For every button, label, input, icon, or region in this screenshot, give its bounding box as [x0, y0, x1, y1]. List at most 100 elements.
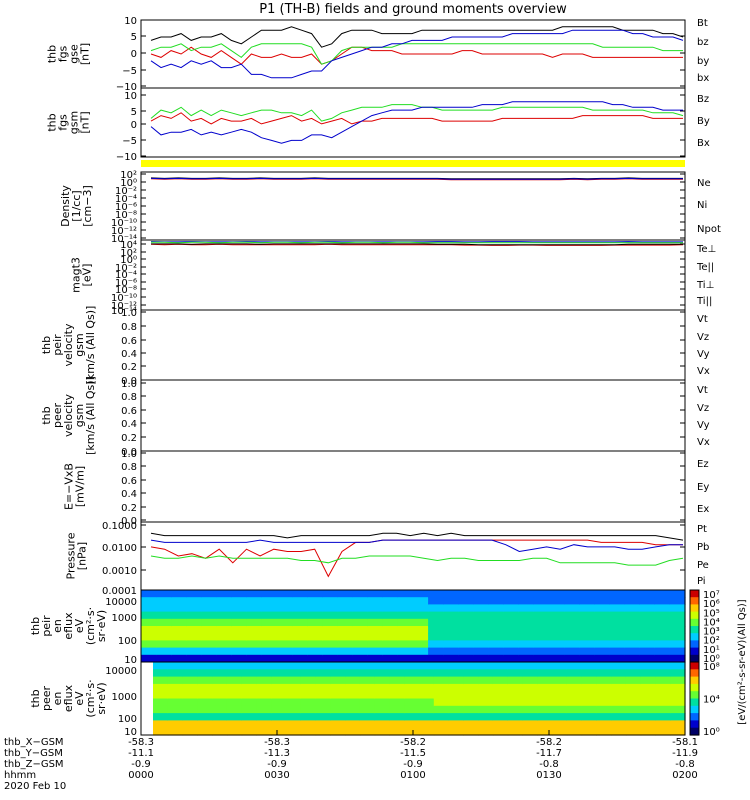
heatmap-cell: [522, 698, 538, 707]
heatmap-cell: [564, 640, 580, 649]
heatmap-cell: [611, 662, 627, 670]
heatmap-cell: [522, 713, 538, 721]
heatmap-cell: [655, 705, 671, 714]
ylabel-line: thb: [46, 45, 59, 63]
heatmap-cell: [579, 633, 595, 641]
plot-title: P1 (TH-B) fields and ground moments over…: [259, 2, 567, 17]
heatmap-cell: [182, 698, 198, 707]
heatmap-cell: [566, 683, 583, 692]
heatmap-cell: [197, 683, 213, 692]
heatmap-cell: [488, 626, 505, 634]
heatmap-cell: [413, 590, 429, 598]
panel-efield: E=−VxB[mV/m] 1.0 0.8 0.6 0.4 0.2 0.0 Ez Ey Ex: [63, 449, 710, 527]
ylabel-line: peer: [40, 686, 53, 712]
heatmap-cell: [458, 633, 474, 641]
ytick-label: 10: [124, 91, 137, 102]
heatmap-cell: [315, 698, 331, 707]
heatmap-cell: [182, 705, 198, 714]
heatmap-cell: [153, 727, 169, 736]
heatmap-cell: [307, 654, 323, 663]
heatmap-cell: [271, 713, 287, 721]
heatmap-cell: [231, 626, 248, 634]
heatmap-cell: [448, 727, 464, 736]
heatmap-cell: [581, 713, 597, 721]
heatmap-cell: [201, 633, 218, 641]
heatmap-cell: [624, 590, 641, 598]
heatmap-cell: [413, 654, 429, 663]
heatmap-cell: [182, 691, 198, 700]
heatmap-cell: [669, 626, 686, 634]
heatmap-cell: [533, 611, 550, 620]
heatmap-cell: [564, 618, 580, 627]
heatmap-cell: [579, 611, 595, 620]
heatmap-cell: [581, 720, 597, 729]
heatmap-cell: [153, 713, 169, 721]
ytick-label: 10⁻⁶: [115, 202, 137, 213]
legend-Ey: Ey: [697, 482, 709, 493]
heatmap-cell: [322, 618, 338, 627]
heatmap-cell: [246, 618, 263, 627]
colorbar-frame: [689, 661, 700, 736]
heatmap-cell: [216, 611, 233, 620]
heatmap-cell: [286, 720, 302, 729]
heatmap-cell: [374, 698, 391, 707]
ytick-label: 10000: [105, 597, 137, 608]
heatmap-cell: [197, 669, 213, 678]
legend-Te⊥: Te⊥: [696, 244, 716, 255]
heatmap-cell: [226, 683, 243, 692]
xtick-label: -11.5: [400, 748, 426, 759]
heatmap-cell: [197, 676, 213, 685]
heatmap-cell: [655, 720, 671, 729]
heatmap-cell: [413, 611, 429, 620]
heatmap-cell: [300, 727, 317, 736]
heatmap-cell: [488, 654, 505, 663]
heatmap-cell: [670, 669, 686, 678]
ytick-label: 10⁻⁸: [115, 210, 137, 221]
series-Bx: [150, 101, 683, 144]
heatmap-cell: [609, 618, 626, 627]
heatmap-cell: [231, 618, 248, 627]
heatmap-cell: [655, 698, 671, 707]
heatmap-cell: [448, 683, 464, 692]
heatmap-cell: [463, 713, 479, 721]
heatmap-cell: [261, 611, 278, 620]
ytick-label: 0.0001: [102, 586, 137, 597]
heatmap-cell: [433, 691, 450, 700]
heatmap-cell: [286, 662, 302, 670]
heatmap-cell: [389, 691, 405, 700]
heatmap-cell: [292, 590, 308, 598]
heatmap-cell: [518, 618, 535, 627]
ytick-label: 5: [131, 32, 137, 43]
heatmap-cell: [330, 705, 346, 714]
heatmap-cell: [315, 705, 331, 714]
heatmap-cell: [277, 590, 293, 598]
ylabel-peer_velocity: thbpeervelocitygsm[km/s (All Qs)]: [40, 376, 97, 455]
heatmap-cell: [478, 683, 494, 692]
heatmap-cell: [433, 713, 450, 721]
heatmap-cell: [537, 683, 553, 692]
ylabel-line: (cm²·s·: [84, 679, 97, 717]
colorbar-tick: 10⁷: [703, 590, 720, 601]
ylabel-peir_velocity: thbpeirvelocitygsm[km/s (All Qs)]: [40, 306, 97, 385]
heatmap-cell: [322, 633, 338, 641]
heatmap-cell: [345, 669, 361, 678]
heatmap-cell: [397, 626, 414, 634]
heatmap-cell: [404, 713, 420, 721]
colorbar-tick: 10²: [703, 636, 720, 647]
heatmap-cell: [594, 654, 610, 663]
ylabel-line: eflux: [62, 684, 75, 712]
ylabel-peir_eflux: thbpeirenefluxeV(cm²·s·sr·eV): [29, 607, 108, 645]
heatmap-cell: [212, 705, 228, 714]
heatmap-cell: [226, 676, 243, 685]
colorbar-tick: 10⁴: [703, 617, 720, 628]
heatmap-cell: [382, 597, 399, 605]
heatmap-cell: [448, 691, 464, 700]
heatmap-cell: [579, 647, 595, 656]
heatmap-cell: [473, 618, 490, 627]
heatmap-cell: [537, 713, 553, 721]
heatmap-cell: [382, 654, 399, 663]
heatmap-cell: [640, 683, 657, 692]
ytick-label: −5: [122, 66, 137, 77]
heatmap-cell: [345, 713, 361, 721]
heatmap-cell: [473, 604, 490, 613]
